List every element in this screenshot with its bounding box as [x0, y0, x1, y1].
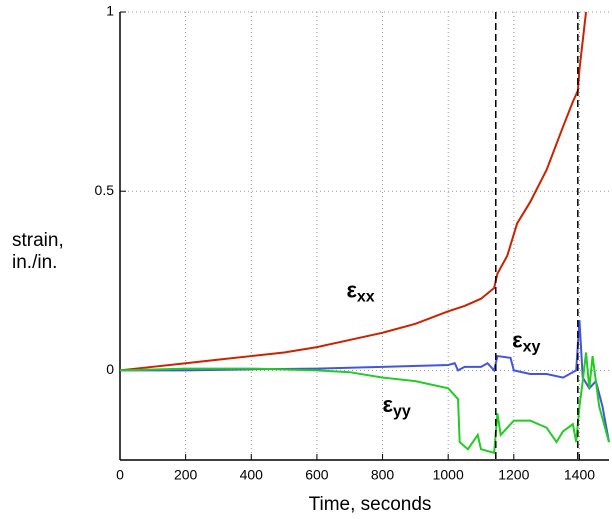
x-tick-label: 0 [116, 467, 124, 483]
annotation-symbol: ε [383, 392, 394, 417]
y-axis-title: in./in. [12, 252, 57, 273]
annotation-symbol: ε [346, 277, 357, 302]
annotation: εxy [512, 328, 540, 356]
y-tick-label: 1 [106, 3, 114, 19]
x-tick-label: 600 [305, 467, 329, 483]
x-tick-label: 200 [174, 467, 198, 483]
y-axis-title: strain, [12, 230, 64, 251]
x-tick-label: 400 [240, 467, 264, 483]
y-tick-label: 0 [106, 361, 114, 377]
annotation: εxx [346, 277, 374, 305]
x-tick-label: 1000 [433, 467, 464, 483]
annotation: εyy [383, 392, 411, 420]
annotation-subscript: xy [523, 339, 541, 356]
annotation-subscript: yy [393, 403, 411, 420]
annotation-subscript: xx [357, 289, 375, 306]
x-tick-label: 800 [371, 467, 395, 483]
annotation-symbol: ε [512, 328, 523, 353]
x-axis-title: Time, seconds [309, 494, 432, 515]
y-tick-label: 0.5 [95, 182, 115, 198]
line-series [119, 11, 588, 372]
x-tick-label: 1400 [564, 467, 595, 483]
x-tick-label: 1200 [498, 467, 529, 483]
line-series [119, 352, 610, 455]
